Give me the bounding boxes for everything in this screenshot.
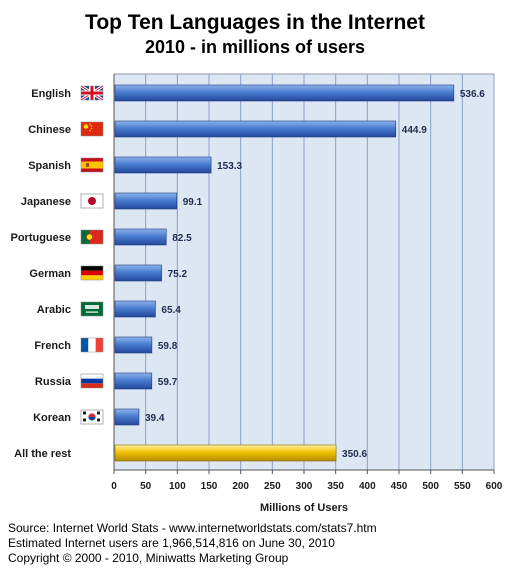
x-tick-label: 300	[296, 481, 313, 492]
china-flag-icon	[80, 121, 104, 137]
category-label: Portuguese	[10, 232, 71, 244]
chart-title: Top Ten Languages in the Internet	[85, 11, 425, 34]
category-label: Spanish	[28, 160, 71, 172]
category-label: Japanese	[21, 196, 71, 208]
x-tick-label: 350	[327, 481, 344, 492]
bar	[114, 264, 162, 282]
x-tick-label: 50	[140, 481, 152, 492]
bar	[114, 372, 153, 390]
data-label: 59.7	[158, 377, 178, 388]
x-tick-label: 200	[232, 481, 249, 492]
bar	[114, 228, 167, 246]
category-label: Korean	[33, 412, 71, 424]
category-label: All the rest	[14, 448, 71, 460]
data-label: 444.9	[402, 125, 427, 136]
x-tick-label: 150	[201, 481, 218, 492]
russia-flag-icon	[80, 373, 104, 389]
category-label: German	[29, 268, 71, 280]
korea-flag-icon	[80, 409, 104, 425]
data-label: 536.6	[460, 89, 485, 100]
japan-flag-icon	[80, 193, 104, 209]
copyright-note: Copyright © 2000 - 2010, Miniwatts Marke…	[8, 551, 289, 565]
data-label: 82.5	[172, 233, 192, 244]
bar-chart: Top Ten Languages in the Internet 2010 -…	[10, 11, 503, 514]
category-label: French	[34, 340, 71, 352]
x-tick-label: 500	[422, 481, 439, 492]
bar	[114, 408, 140, 426]
spain-flag-icon	[80, 157, 104, 173]
x-tick-label: 100	[169, 481, 186, 492]
category-label: Chinese	[28, 124, 71, 136]
bar	[114, 192, 178, 210]
data-label: 59.8	[158, 341, 178, 352]
category-label: Russia	[35, 376, 72, 388]
bar	[114, 336, 153, 354]
data-label: 350.6	[342, 449, 367, 460]
x-tick-label: 250	[264, 481, 281, 492]
bar	[114, 156, 212, 174]
data-label: 153.3	[217, 161, 242, 172]
portugal-flag-icon	[80, 229, 104, 245]
data-label: 75.2	[168, 269, 188, 280]
saudi-flag-icon	[80, 301, 104, 317]
data-label: 65.4	[161, 305, 181, 316]
germany-flag-icon	[80, 265, 104, 281]
bar	[114, 84, 455, 102]
france-flag-icon	[80, 337, 104, 353]
x-axis-label: Millions of Users	[260, 502, 348, 514]
bar	[114, 300, 156, 318]
data-label: 39.4	[145, 413, 165, 424]
bar	[114, 120, 397, 138]
data-label: 99.1	[183, 197, 203, 208]
category-label: English	[31, 88, 71, 100]
uk-flag-icon	[80, 84, 104, 102]
source-note: Source: Internet World Stats - www.inter…	[8, 521, 377, 535]
category-label: Arabic	[37, 304, 71, 316]
x-tick-label: 0	[111, 481, 117, 492]
x-tick-label: 450	[391, 481, 408, 492]
x-tick-label: 600	[486, 481, 503, 492]
estimate-note: Estimated Internet users are 1,966,514,8…	[8, 536, 335, 550]
bar	[114, 444, 337, 462]
chart-subtitle: 2010 - in millions of users	[145, 37, 365, 57]
x-tick-label: 400	[359, 481, 376, 492]
x-tick-label: 550	[454, 481, 471, 492]
